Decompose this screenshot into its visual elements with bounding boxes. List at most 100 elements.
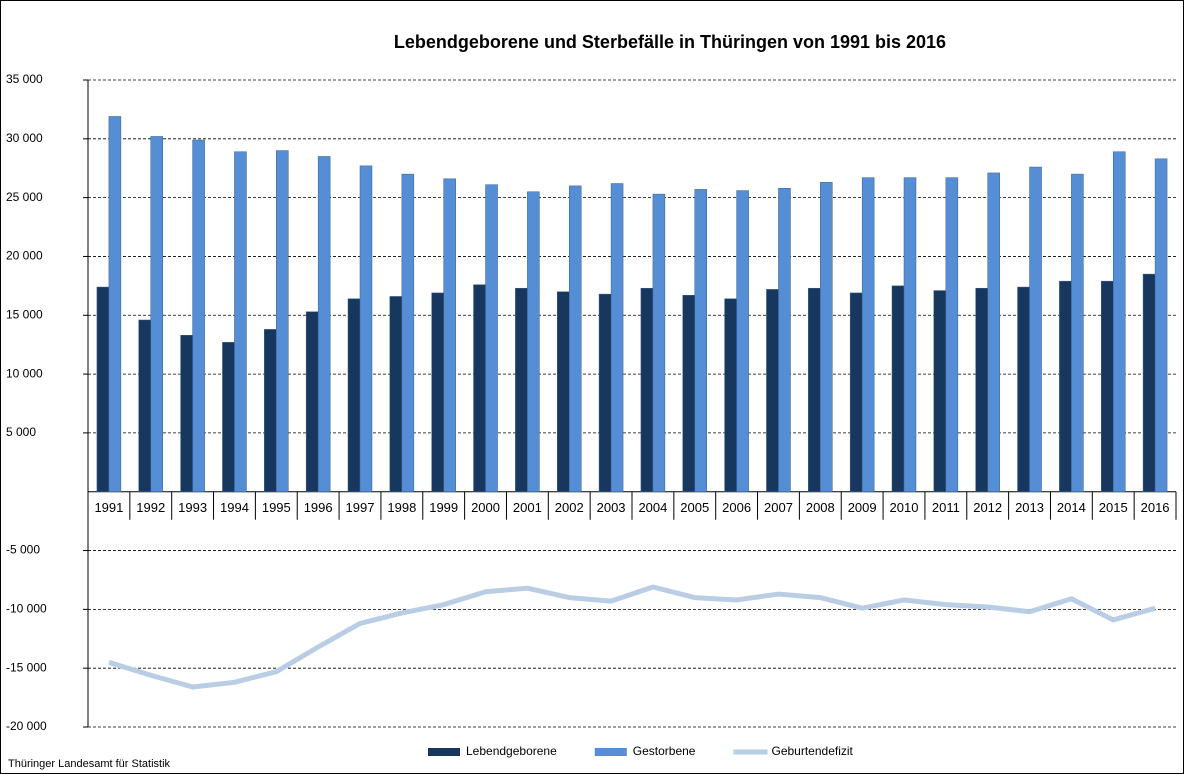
bar	[1017, 286, 1030, 492]
bar	[778, 187, 791, 492]
bar	[515, 287, 528, 492]
bar	[556, 291, 570, 492]
bar	[1112, 151, 1126, 492]
bar	[180, 335, 193, 492]
bar	[192, 139, 205, 492]
bar	[736, 190, 749, 492]
x-tick-label: 1997	[346, 500, 375, 515]
y-tick-label: -15 000	[6, 660, 47, 674]
line	[108, 584, 1156, 690]
chart-title: Lebendgeborene und Sterbefälle in Thürin…	[394, 32, 946, 52]
bar	[861, 177, 875, 492]
bar	[443, 178, 456, 492]
bar	[234, 151, 247, 492]
bar	[389, 296, 403, 492]
bar	[108, 116, 122, 492]
legend-label: Geburtendefizit	[771, 744, 853, 758]
y-tick-label: 20 000	[6, 249, 43, 263]
bar	[1059, 280, 1072, 492]
x-tick-label: 1998	[387, 500, 416, 515]
bar	[933, 290, 947, 492]
bar	[347, 298, 361, 492]
x-tick-label: 2014	[1057, 500, 1086, 515]
x-tick-label: 2006	[722, 500, 751, 515]
bar	[598, 293, 612, 492]
x-tick-label: 1991	[94, 500, 123, 515]
x-tick-label: 1993	[178, 500, 207, 515]
x-tick-label: 2004	[638, 500, 667, 515]
x-tick-label: 2012	[973, 500, 1002, 515]
bar	[682, 295, 696, 492]
bar	[808, 287, 821, 492]
source: Thüringer Landesamt für Statistik	[8, 758, 171, 770]
y-tick-label: 15 000	[6, 307, 43, 321]
bar	[945, 177, 959, 492]
bar	[138, 319, 152, 492]
x-tick-label: 1992	[136, 500, 165, 515]
x-tick-label: 2009	[848, 500, 877, 515]
bar	[610, 183, 624, 492]
bar	[222, 342, 235, 492]
bar	[401, 173, 415, 492]
bar	[305, 311, 319, 492]
legend-swatch	[428, 748, 460, 756]
y-tick-label: -20 000	[6, 719, 47, 733]
bar	[820, 182, 833, 492]
x-tick-label: 2003	[597, 500, 626, 515]
bar	[1071, 173, 1084, 492]
bar	[276, 150, 289, 492]
y-tick-label: -5 000	[6, 543, 40, 557]
bar	[766, 289, 779, 492]
y-tick-label: 10 000	[6, 366, 43, 380]
legend-label: Lebendgeborene	[466, 744, 557, 758]
y-tick-label: 30 000	[6, 131, 43, 145]
x-tick-label: 2002	[555, 500, 584, 515]
bar	[1029, 166, 1042, 492]
x-tick-label: 2007	[764, 500, 793, 515]
bar	[1100, 280, 1114, 492]
bar	[1154, 158, 1168, 492]
x-tick-label: 1994	[220, 500, 249, 515]
y-tick-label: 35 000	[6, 72, 43, 86]
x-tick-label: 1999	[429, 500, 458, 515]
bar	[694, 189, 708, 492]
bar	[150, 136, 164, 492]
bar	[527, 191, 540, 492]
x-tick-label: 2011	[932, 500, 960, 515]
bar	[903, 177, 917, 492]
bar	[96, 286, 110, 492]
bar	[724, 298, 737, 492]
x-tick-label: 1995	[262, 500, 291, 515]
x-tick-label: 1996	[304, 500, 333, 515]
x-tick-label: 2005	[680, 500, 709, 515]
x-tick-label: 2008	[806, 500, 835, 515]
x-tick-label: 2016	[1141, 500, 1170, 515]
x-tick-label: 2000	[471, 500, 500, 515]
bar	[264, 329, 277, 492]
y-tick-label: -10 000	[6, 602, 47, 616]
legend-label: Gestorbene	[633, 744, 696, 758]
bar	[891, 285, 905, 492]
bar	[849, 292, 863, 492]
bar	[652, 193, 666, 492]
bar	[1142, 273, 1156, 492]
bar	[359, 165, 373, 492]
bar	[317, 156, 331, 492]
x-tick-label: 2010	[890, 500, 919, 515]
x-tick-label: 2013	[1015, 500, 1044, 515]
y-tick-label: 25 000	[6, 190, 43, 204]
bar	[975, 287, 988, 492]
bar	[473, 284, 486, 492]
bar	[568, 185, 582, 492]
bar	[431, 292, 444, 492]
x-tick-label: 2015	[1099, 500, 1128, 515]
x-tick-label: 2001	[513, 500, 542, 515]
bar	[640, 287, 654, 492]
bar	[987, 172, 1000, 492]
bar	[485, 184, 498, 492]
legend-swatch	[594, 748, 627, 756]
y-tick-label: 5 000	[6, 425, 36, 439]
